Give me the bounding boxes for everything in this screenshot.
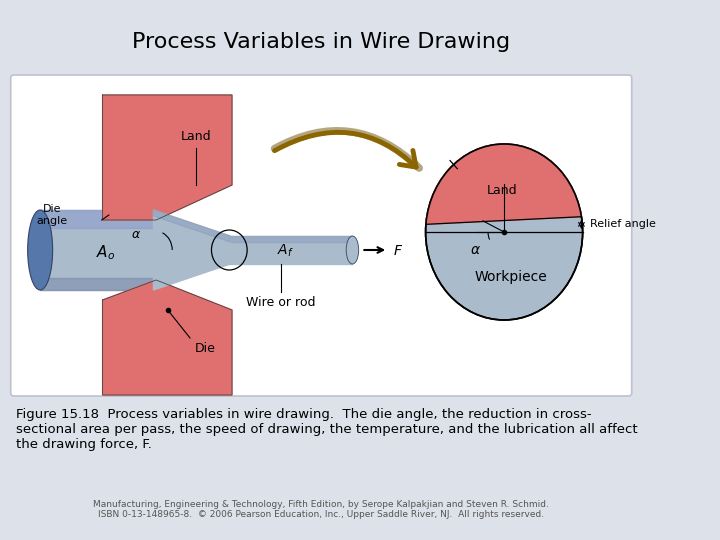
Polygon shape — [103, 280, 232, 395]
Polygon shape — [228, 236, 353, 264]
Text: Land: Land — [181, 130, 212, 143]
Text: $A_o$: $A_o$ — [96, 244, 115, 262]
Polygon shape — [426, 144, 582, 224]
Text: Manufacturing, Engineering & Technology, Fifth Edition, by Serope Kalpakjian and: Manufacturing, Engineering & Technology,… — [94, 500, 549, 519]
Polygon shape — [103, 95, 232, 220]
Text: $A_f$: $A_f$ — [277, 243, 294, 259]
Ellipse shape — [27, 210, 53, 290]
Circle shape — [426, 144, 582, 320]
FancyArrowPatch shape — [274, 132, 416, 167]
Ellipse shape — [346, 236, 359, 264]
Text: Figure 15.18  Process variables in wire drawing.  The die angle, the reduction i: Figure 15.18 Process variables in wire d… — [16, 408, 638, 451]
Polygon shape — [153, 210, 230, 290]
Polygon shape — [153, 210, 230, 242]
Polygon shape — [40, 278, 156, 290]
Text: Workpiece: Workpiece — [475, 270, 548, 284]
FancyBboxPatch shape — [11, 75, 631, 396]
Polygon shape — [40, 210, 156, 290]
Text: Die
angle: Die angle — [36, 204, 67, 226]
FancyArrowPatch shape — [274, 131, 419, 168]
Polygon shape — [228, 236, 353, 242]
Text: $F$: $F$ — [392, 244, 402, 258]
Text: $\alpha$: $\alpha$ — [130, 227, 140, 240]
Text: Process Variables in Wire Drawing: Process Variables in Wire Drawing — [132, 32, 510, 52]
Polygon shape — [40, 210, 156, 228]
Text: Die: Die — [194, 342, 215, 355]
Text: Relief angle: Relief angle — [590, 219, 656, 230]
Text: Land: Land — [487, 184, 518, 197]
Text: Wire or rod: Wire or rod — [246, 296, 316, 309]
Text: $\alpha$: $\alpha$ — [470, 243, 481, 257]
